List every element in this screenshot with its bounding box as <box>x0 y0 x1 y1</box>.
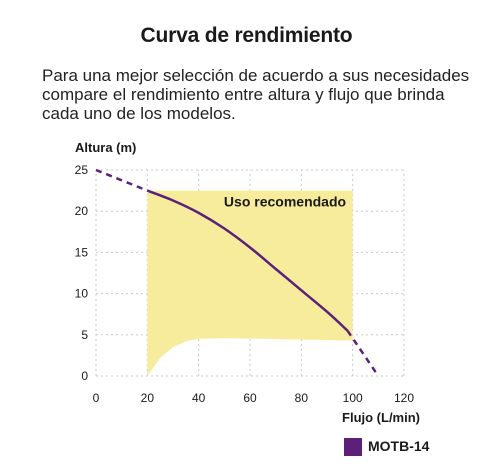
axes: 0 5 10 15 20 25 0 20 40 60 80 100 120 Altura (m) Flujo… <box>75 140 420 425</box>
curve-extrapolation-end <box>346 329 380 377</box>
y-tick-label: 5 <box>81 328 88 342</box>
performance-curve <box>146 189 349 332</box>
y-tick-label: 25 <box>75 163 89 177</box>
y-axis-label: Altura (m) <box>75 140 136 155</box>
curve-extrapolation-start <box>95 168 148 192</box>
legend-label: MOTB-14 <box>368 438 430 454</box>
x-tick-label: 20 <box>141 391 155 405</box>
description-line: Para una mejor selección de acuerdo a su… <box>42 66 470 85</box>
recommended-region-label: Uso recomendado <box>224 194 346 210</box>
x-tick-label: 40 <box>192 391 206 405</box>
x-tick-label: 0 <box>93 391 100 405</box>
x-tick-label: 80 <box>295 391 309 405</box>
chart-title: Curva de rendimiento <box>140 24 353 47</box>
x-axis-label: Flujo (L/min) <box>342 410 420 425</box>
y-tick-label: 15 <box>75 245 89 259</box>
recommended-region <box>147 190 353 376</box>
x-tick-label: 100 <box>343 391 363 405</box>
y-tick-label: 20 <box>75 204 89 218</box>
description-line: cada uno de los modelos. <box>42 104 236 123</box>
y-tick-label: 10 <box>75 287 89 301</box>
chart-description: Para una mejor selección de acuerdo a su… <box>42 66 482 123</box>
recommended-region-layer: Uso recomendado <box>147 190 353 376</box>
curve-layer <box>95 168 380 377</box>
legend-swatch <box>344 438 362 456</box>
description-line: compare el rendimiento entre altura y fl… <box>42 85 445 104</box>
x-tick-label: 120 <box>394 391 414 405</box>
y-tick-label: 0 <box>81 369 88 383</box>
x-tick-label: 60 <box>243 391 257 405</box>
